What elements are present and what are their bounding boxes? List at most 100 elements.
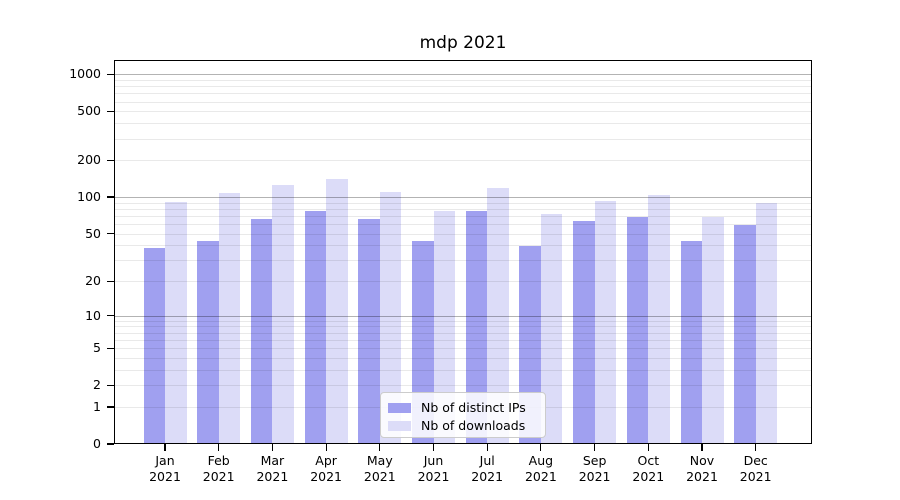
bar-mar-nb-of-distinct-ips (250, 219, 273, 443)
minor-gridline (115, 339, 811, 341)
legend-entry-label: Nb of downloads (421, 418, 526, 433)
bar-feb-nb-of-downloads (218, 193, 241, 443)
bar-jul-nb-of-downloads (487, 188, 509, 443)
y-tick-mark (107, 110, 114, 112)
minor-gridline (115, 369, 811, 371)
x-tick-label: May 2021 (363, 453, 396, 484)
bar-nov-nb-of-downloads (702, 216, 724, 443)
bar-jan-nb-of-distinct-ips (143, 247, 165, 443)
x-tick-mark (594, 444, 596, 451)
minor-gridline (115, 385, 811, 387)
bar-sep-nb-of-downloads (594, 201, 617, 443)
minor-gridline (115, 215, 811, 217)
minor-gridline (115, 281, 811, 283)
y-tick-label: 5 (93, 340, 101, 356)
x-tick-label: Mar 2021 (256, 453, 289, 484)
bar-jul-nb-of-distinct-ips (465, 211, 488, 443)
x-tick-label: Jun 2021 (417, 453, 450, 484)
minor-gridline (115, 233, 811, 235)
bar-dec-nb-of-downloads (755, 203, 778, 443)
bar-may-nb-of-downloads (379, 192, 402, 443)
x-tick-label: Sep 2021 (578, 453, 611, 484)
y-tick-mark (107, 347, 114, 349)
bar-feb-nb-of-distinct-ips (197, 241, 219, 443)
x-tick-label: Aug 2021 (524, 453, 557, 484)
x-tick-mark (432, 444, 435, 451)
minor-gridline (115, 160, 811, 162)
y-tick-mark (107, 315, 114, 317)
bar-aug-nb-of-downloads (540, 213, 563, 443)
minor-gridline (115, 79, 811, 81)
bar-may-nb-of-distinct-ips (358, 219, 380, 443)
minor-gridline (115, 260, 811, 262)
x-tick-mark (325, 444, 327, 451)
minor-gridline (115, 138, 811, 140)
bar-apr-nb-of-downloads (326, 179, 348, 443)
x-tick-label: Apr 2021 (310, 453, 342, 484)
bar-mar-nb-of-downloads (272, 184, 294, 443)
x-tick-mark (379, 444, 381, 451)
bar-jan-nb-of-downloads (165, 202, 187, 443)
plot-area: Nb of distinct IPs Nb of downloads (114, 60, 812, 444)
minor-gridline (115, 86, 811, 88)
x-tick-mark (164, 444, 166, 451)
minor-gridline (115, 202, 811, 204)
major-gridline (115, 74, 811, 76)
x-tick-mark (540, 444, 542, 451)
x-tick-label: Oct 2021 (632, 453, 665, 484)
grid-layer (115, 61, 811, 443)
x-tick-mark (486, 444, 488, 451)
y-tick-label: 100 (77, 189, 101, 205)
bar-dec-nb-of-distinct-ips (734, 225, 756, 443)
x-tick-mark (647, 444, 649, 451)
y-tick-mark (107, 280, 114, 282)
minor-gridline (115, 101, 811, 103)
minor-gridline (115, 332, 811, 334)
y-tick-label: 20 (85, 273, 101, 289)
x-tick-label: Nov 2021 (686, 453, 718, 484)
minor-gridline (115, 320, 811, 322)
y-tick-label: 0 (93, 436, 101, 451)
y-tick-mark (107, 159, 114, 161)
legend-entry-label: Nb of distinct IPs (421, 400, 526, 415)
chart-title: mdp 2021 (419, 33, 507, 53)
y-tick-mark (107, 384, 114, 386)
legend-swatch (388, 402, 411, 414)
major-gridline (115, 315, 811, 317)
minor-gridline (115, 224, 811, 226)
x-tick-mark (271, 444, 273, 451)
legend-entry: Nb of distinct IPs (388, 399, 537, 417)
bar-nov-nb-of-distinct-ips (680, 241, 702, 443)
y-tick-mark (107, 233, 114, 235)
x-tick-label: Feb 2021 (202, 453, 235, 484)
bars-layer (115, 61, 811, 443)
minor-gridline (115, 208, 811, 210)
x-tick-label: Jan 2021 (149, 453, 181, 484)
legend: Nb of distinct IPs Nb of downloads (380, 392, 546, 438)
x-tick-mark (755, 444, 757, 451)
bar-oct-nb-of-downloads (648, 194, 670, 443)
minor-gridline (115, 93, 811, 95)
y-tick-label: 200 (77, 152, 101, 168)
y-tick-label: 10 (85, 307, 101, 323)
x-tick-mark (218, 444, 220, 451)
minor-gridline (115, 348, 811, 350)
minor-gridline (115, 245, 811, 247)
minor-gridline (115, 111, 811, 113)
legend-entry: Nb of downloads (388, 417, 537, 435)
y-tick-label: 2 (93, 377, 101, 393)
y-tick-label: 1 (93, 398, 101, 414)
y-tick-mark (107, 443, 114, 445)
legend-swatch (388, 420, 411, 432)
x-tick-mark (701, 444, 703, 451)
x-tick-label: Jul 2021 (471, 453, 504, 484)
bar-sep-nb-of-distinct-ips (573, 220, 595, 443)
major-gridline (115, 197, 811, 199)
y-tick-mark (107, 196, 114, 198)
x-tick-label: Dec 2021 (739, 453, 772, 484)
y-tick-mark (107, 406, 114, 408)
minor-gridline (115, 326, 811, 328)
y-tick-label: 50 (85, 225, 101, 241)
bar-apr-nb-of-distinct-ips (304, 211, 327, 443)
